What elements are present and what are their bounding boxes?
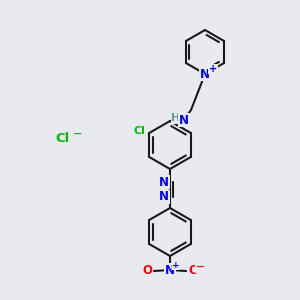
Text: −: −: [196, 262, 204, 272]
Text: O: O: [142, 265, 152, 278]
Text: −: −: [73, 129, 83, 139]
Text: N: N: [159, 190, 169, 203]
Text: Cl: Cl: [133, 126, 145, 136]
Text: N: N: [200, 68, 210, 80]
Text: Cl: Cl: [55, 131, 69, 145]
Text: O: O: [188, 265, 198, 278]
Text: N: N: [179, 113, 189, 127]
Text: +: +: [172, 260, 180, 269]
Text: H: H: [171, 113, 181, 123]
Text: N: N: [159, 176, 169, 188]
Text: N: N: [165, 263, 175, 277]
Text: +: +: [209, 64, 217, 74]
